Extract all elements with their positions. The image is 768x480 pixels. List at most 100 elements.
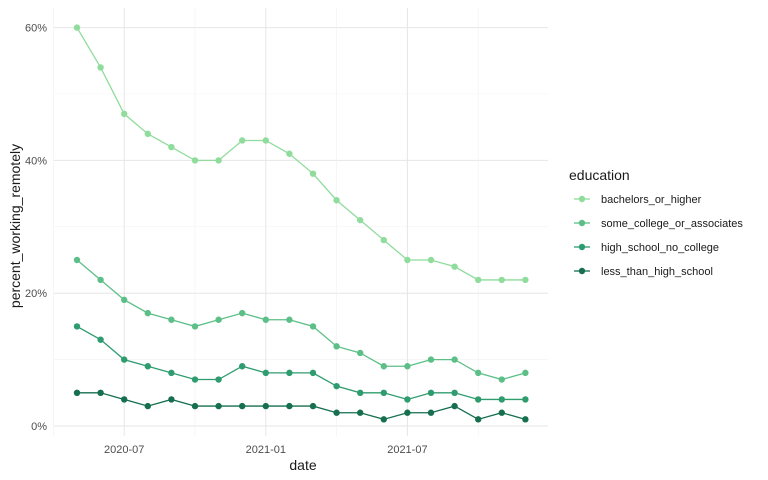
data-point [427,409,435,416]
series-line [76,259,526,381]
data-point [309,402,317,410]
data-point [404,363,411,370]
series-line [76,325,526,401]
data-point [121,396,128,403]
data-point [357,409,364,416]
data-point [262,369,269,377]
data-point [286,150,293,157]
legend-item: some_college_or_associates [574,218,743,230]
data-point [239,363,246,370]
grid [53,8,548,436]
data-point [451,356,458,363]
data-point [522,416,529,423]
legend-key-point [578,267,586,275]
legend-key-point [578,219,586,227]
data-point [73,24,81,31]
data-point [215,402,222,410]
series-bachelors_or_higher [73,24,529,284]
x-tick-label: 2021-07 [387,444,427,456]
y-tick-label: 0% [31,421,47,433]
x-tick-label: 2021-01 [246,444,286,456]
series-line [76,27,526,281]
data-point [215,157,222,164]
data-point [191,402,199,410]
data-point [451,389,458,396]
legend: education bachelors_or_higher some_colleg… [569,167,743,278]
data-point [73,389,81,396]
data-point [475,276,482,284]
x-axis-title: date [289,457,316,473]
data-point [380,363,387,370]
data-point [73,323,81,330]
y-axis-title: percent_working_remotely [7,144,23,308]
data-point [97,389,104,396]
legend-key-point [578,195,586,203]
data-point [427,256,435,264]
y-tick-label: 60% [25,23,47,35]
data-point [262,137,269,144]
data-point [121,110,128,118]
data-point [498,409,505,416]
legend-title: education [569,167,630,183]
data-point [309,369,317,377]
data-point [144,363,151,370]
data-point [522,396,529,403]
data-point [475,369,482,377]
y-tick-label: 20% [25,288,47,300]
legend-key-point [578,243,586,251]
data-point [262,402,269,410]
data-point [475,396,482,403]
data-point [522,369,529,377]
data-point [215,316,222,323]
data-point [168,143,175,151]
data-point [286,316,293,323]
legend-label: some_college_or_associates [601,218,743,230]
data-point [498,376,505,383]
data-point [522,276,529,284]
data-point [97,276,104,284]
data-point [191,376,199,383]
series-line [77,392,526,421]
y-axis-ticks: 0% 20% 40% 60% [25,23,47,433]
data-point [404,396,411,403]
data-point [309,323,317,330]
data-point [121,356,128,363]
data-point [427,389,435,396]
y-tick-label: 40% [25,155,47,167]
legend-item: less_than_high_school [574,266,713,278]
legend-label: less_than_high_school [601,266,713,278]
data-point [357,349,364,357]
legend-label: high_school_no_college [601,242,719,254]
data-point [97,64,104,71]
data-point [215,376,222,383]
data-point [168,369,175,377]
data-point [404,256,411,264]
series-layer [73,24,529,423]
data-point [333,343,340,350]
data-point [380,416,387,423]
data-point [380,389,387,396]
data-point [191,323,199,330]
data-point [333,409,340,416]
data-point [168,316,175,323]
x-tick-label: 2020-07 [104,444,144,456]
data-point [73,256,81,264]
data-point [333,197,340,204]
data-point [451,263,458,270]
data-point [144,130,151,138]
data-point [498,396,505,403]
data-point [239,402,246,410]
data-point [239,309,246,317]
data-point [475,416,482,423]
data-point [168,396,175,403]
legend-item: high_school_no_college [574,242,719,254]
data-point [286,402,293,410]
legend-label: bachelors_or_higher [601,194,702,206]
data-point [357,389,364,396]
data-point [309,170,317,177]
data-point [380,236,387,244]
series-high_school_no_college [73,323,529,403]
data-point [333,382,340,390]
series-less_than_high_school [73,389,529,423]
